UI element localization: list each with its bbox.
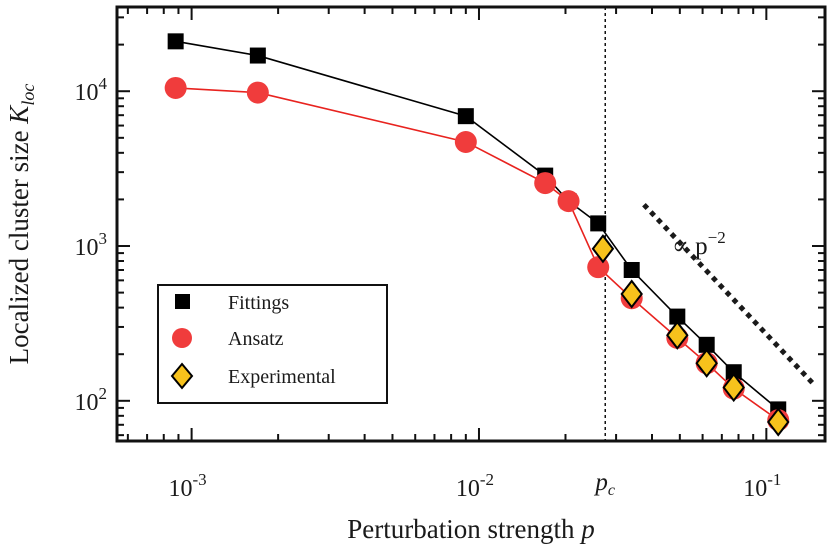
legend: Fittings Ansatz Experimental — [157, 284, 388, 404]
data-point-fittings — [725, 364, 742, 381]
legend-label-experimental: Experimental — [228, 366, 336, 388]
y-tick-label-exp: 2 — [99, 384, 108, 403]
pc-label-var: p — [593, 469, 608, 496]
scaling-guide-line — [642, 202, 815, 385]
data-point-experimental — [766, 407, 790, 437]
pc-label-sub: c — [608, 482, 615, 499]
x-axis-label-var: p — [579, 514, 595, 544]
y-tick-label-exp: 3 — [99, 229, 108, 248]
data-point-experimental — [666, 320, 689, 350]
x-tick-label-exp: -3 — [193, 470, 207, 489]
data-point-experimental — [591, 234, 615, 264]
legend-label-ansatz: Ansatz — [228, 328, 284, 350]
y-tick-label: 104 — [75, 74, 108, 106]
y-axis-label-text: Localized cluster size — [4, 124, 34, 365]
y-axis-label: Localized cluster size Kloc — [4, 84, 38, 365]
data-point-ansatz — [164, 76, 187, 99]
data-point-experimental — [695, 348, 718, 378]
pc-label: pc — [593, 469, 615, 499]
x-axis-label: Perturbation strength p — [347, 514, 594, 544]
x-tick-label-base: 10 — [169, 476, 193, 502]
data-point-fittings — [623, 261, 640, 278]
y-tick-label: 102 — [75, 384, 108, 416]
scaling-label: ∝ p−2 — [672, 228, 726, 260]
legend-marker-experimental — [170, 362, 194, 390]
x-tick-label-exp: -2 — [480, 470, 494, 489]
x-tick-label: 10-3 — [169, 470, 207, 502]
legend-label-fittings: Fittings — [228, 292, 289, 314]
legend-marker-fittings — [175, 294, 190, 309]
data-point-fittings — [669, 308, 686, 325]
data-point-ansatz — [246, 81, 269, 104]
legend-box — [157, 284, 388, 404]
data-point-fittings — [698, 336, 715, 353]
data-point-fittings — [590, 215, 607, 232]
x-tick-label-base: 10 — [456, 476, 480, 502]
y-tick-label-base: 10 — [75, 235, 99, 261]
data-point-fittings — [457, 108, 474, 125]
series-markers — [164, 33, 790, 437]
data-point-ansatz — [454, 130, 477, 153]
scaling-label-prefix: ∝ p — [672, 233, 708, 260]
y-tick-label-base: 10 — [75, 390, 99, 416]
x-tick-label: 10-2 — [456, 470, 494, 502]
data-point-ansatz — [557, 190, 580, 213]
x-tick-label-exp: -1 — [767, 470, 781, 489]
y-axis-label-var: K — [4, 104, 34, 125]
data-point-ansatz — [534, 172, 557, 195]
y-tick-label: 103 — [75, 229, 108, 261]
plot-frame — [115, 5, 827, 443]
scaling-label-exp: −2 — [708, 228, 726, 247]
legend-marker-ansatz — [172, 328, 192, 348]
data-point-experimental — [620, 279, 643, 309]
x-axis-label-text: Perturbation strength — [347, 514, 581, 544]
x-tick-label: 10-1 — [743, 470, 781, 502]
y-tick-label-base: 10 — [75, 80, 99, 106]
y-tick-label-exp: 4 — [99, 74, 108, 93]
data-point-fittings — [249, 47, 266, 64]
data-point-experimental — [722, 372, 745, 403]
x-tick-label-base: 10 — [743, 476, 767, 502]
y-axis-label-sub: loc — [18, 84, 38, 106]
data-point-fittings — [167, 33, 184, 50]
